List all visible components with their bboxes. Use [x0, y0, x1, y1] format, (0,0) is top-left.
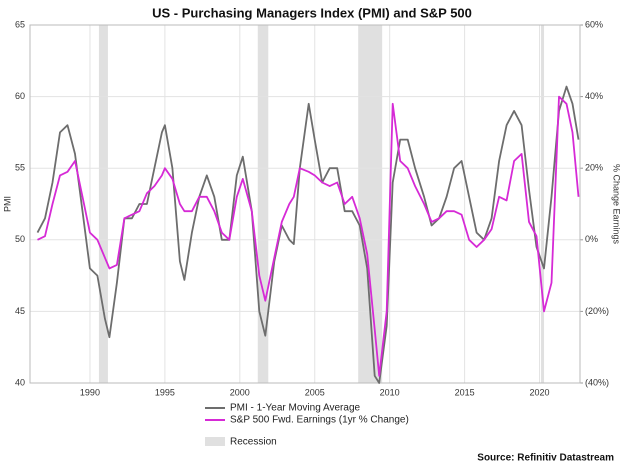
x-tick-label: 1990 [80, 387, 100, 397]
x-tick-label: 2000 [230, 387, 250, 397]
legend-label: PMI - 1-Year Moving Average [230, 403, 361, 414]
series-line [36, 85, 580, 384]
legend-swatch [205, 437, 225, 446]
x-tick-label: 2020 [530, 387, 550, 397]
plot-border [29, 24, 581, 384]
y-tick-label: 40 [15, 377, 25, 387]
recession-band [257, 25, 269, 383]
y2-tick-label: 20% [585, 163, 603, 173]
legend-label: Recession [230, 437, 277, 448]
y-tick-label: 45 [15, 306, 25, 316]
x-tick-label: 1995 [155, 387, 175, 397]
y-tick-label: 60 [15, 91, 25, 101]
legend-label: S&P 500 Fwd. Earnings (1yr % Change) [230, 415, 409, 426]
recession-band [541, 25, 545, 383]
x-tick-label: 2005 [305, 387, 325, 397]
y2-tick-label: 60% [585, 19, 603, 29]
x-tick-label: 2010 [380, 387, 400, 397]
chart-title: US - Purchasing Managers Index (PMI) and… [152, 5, 472, 20]
y-tick-label: 50 [15, 234, 25, 244]
y2-tick-label: (40%) [585, 377, 609, 387]
recession-band [358, 25, 383, 383]
y-axis-label: PMI [2, 196, 12, 212]
y-tick-label: 65 [15, 19, 25, 29]
y2-tick-label: 0% [585, 234, 598, 244]
x-tick-label: 2015 [455, 387, 475, 397]
series-line [37, 95, 580, 377]
source: Source: Refinitiv Datastream [477, 453, 614, 464]
y2-tick-label: (20%) [585, 306, 609, 316]
y-tick-label: 55 [15, 163, 25, 173]
y2-tick-label: 40% [585, 91, 603, 101]
recession-band [98, 25, 108, 383]
y2-axis-label: % Change Earnings [612, 164, 622, 245]
